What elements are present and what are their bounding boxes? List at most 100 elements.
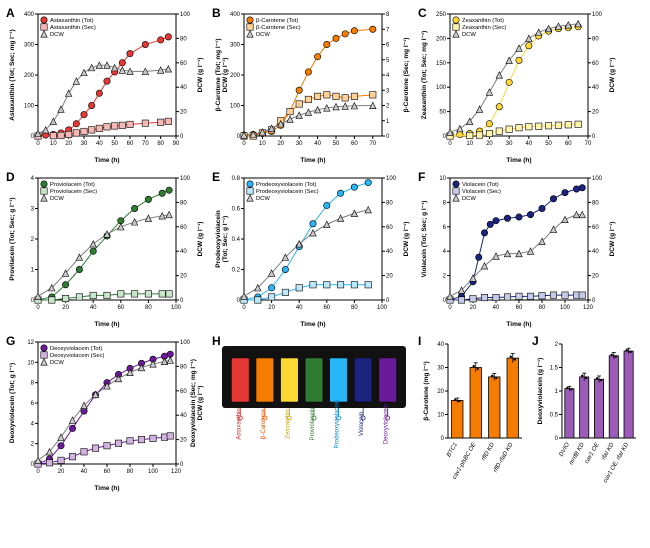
svg-text:40: 40 — [592, 249, 599, 255]
svg-text:Proviolacein: Proviolacein — [310, 408, 316, 441]
svg-text:60: 60 — [386, 225, 393, 231]
svg-text:30: 30 — [506, 141, 513, 147]
svg-text:0: 0 — [237, 298, 241, 304]
svg-text:100: 100 — [386, 176, 397, 182]
svg-text:6: 6 — [31, 401, 35, 407]
svg-text:Astaxanthin (Tot; Sec; mg l⁻¹): Astaxanthin (Tot; Sec; mg l⁻¹) — [9, 29, 16, 120]
svg-text:DVIO: DVIO — [559, 442, 572, 458]
svg-text:2: 2 — [443, 274, 447, 280]
svg-text:DCW: DCW — [462, 32, 476, 38]
svg-text:Time (h): Time (h) — [94, 157, 119, 164]
svg-text:100: 100 — [180, 12, 191, 18]
svg-text:100: 100 — [592, 176, 603, 182]
panel-letter: F — [418, 170, 425, 184]
svg-text:Proviolacein (Tot): Proviolacein (Tot) — [50, 182, 95, 188]
svg-text:400: 400 — [230, 12, 241, 18]
svg-text:Provilacein (Tot; Sec; g l⁻¹): Provilacein (Tot; Sec; g l⁻¹) — [9, 197, 16, 280]
svg-text:20: 20 — [277, 141, 284, 147]
panel-letter: A — [6, 6, 15, 20]
svg-text:0: 0 — [36, 469, 40, 475]
svg-text:Deoxyviolacein (g l⁻¹): Deoxyviolacein (g l⁻¹) — [537, 358, 544, 425]
svg-text:rffD KD: rffD KD — [481, 441, 496, 462]
svg-text:60: 60 — [565, 141, 572, 147]
svg-text:60: 60 — [127, 141, 134, 147]
svg-text:20: 20 — [486, 141, 493, 147]
svg-text:Zeaxanthin (Tot): Zeaxanthin (Tot) — [462, 18, 504, 24]
svg-text:Violacein (Tot): Violacein (Tot) — [462, 182, 499, 188]
svg-text:Deoxyviolacein (Sec; mg l⁻¹): Deoxyviolacein (Sec; mg l⁻¹) — [190, 359, 197, 447]
panel-letter: E — [212, 170, 220, 184]
svg-text:10: 10 — [437, 413, 444, 419]
svg-text:80: 80 — [157, 141, 164, 147]
panel-D: D02040608010001234020406080100Time (h)Pr… — [6, 170, 206, 330]
svg-text:20: 20 — [470, 305, 477, 311]
svg-text:80: 80 — [127, 469, 134, 475]
svg-text:60: 60 — [323, 305, 330, 311]
svg-text:0: 0 — [180, 462, 184, 468]
svg-text:40: 40 — [386, 249, 393, 255]
svg-text:40: 40 — [592, 85, 599, 91]
svg-text:rfaI KD: rfaI KD — [601, 441, 616, 461]
svg-text:20: 20 — [592, 274, 599, 280]
svg-text:Zeaxanthin (Tot; Sec; mg l⁻¹): Zeaxanthin (Tot; Sec; mg l⁻¹) — [421, 31, 428, 120]
svg-text:20: 20 — [386, 274, 393, 280]
svg-text:80: 80 — [180, 200, 187, 206]
svg-text:2: 2 — [31, 442, 35, 448]
svg-text:20: 20 — [58, 469, 65, 475]
svg-text:β-Carotene (Sec; mg l⁻¹): β-Carotene (Sec; mg l⁻¹) — [403, 38, 410, 113]
svg-text:Prodeoxyviolacein: Prodeoxyviolacein — [335, 400, 341, 449]
svg-text:0: 0 — [386, 298, 390, 304]
svg-text:Astaxanthin: Astaxanthin — [236, 408, 242, 439]
svg-text:80: 80 — [180, 364, 187, 370]
panel-F: F0204060801001200246810020406080100Time … — [418, 170, 618, 330]
svg-text:2: 2 — [555, 342, 559, 348]
svg-text:DCW (g l⁻¹): DCW (g l⁻¹) — [197, 222, 204, 257]
svg-text:60: 60 — [351, 141, 358, 147]
panel-J: J00.511.52Deoxyviolacein (g l⁻¹)DVIOmrdB… — [532, 334, 642, 494]
svg-text:DCW (g l⁻¹): DCW (g l⁻¹) — [403, 222, 410, 257]
svg-text:8: 8 — [31, 381, 35, 387]
svg-text:1: 1 — [31, 268, 35, 274]
svg-text:20: 20 — [62, 305, 69, 311]
svg-text:60: 60 — [180, 225, 187, 231]
svg-text:β-Carotene: β-Carotene — [261, 408, 267, 439]
svg-text:60: 60 — [592, 61, 599, 67]
svg-text:3: 3 — [31, 207, 35, 213]
svg-text:40: 40 — [296, 305, 303, 311]
svg-text:0.4: 0.4 — [232, 237, 241, 243]
svg-text:0: 0 — [555, 436, 559, 442]
svg-text:120: 120 — [171, 469, 182, 475]
panel-E: E02040608010000.20.40.60.8020406080100Ti… — [212, 170, 412, 330]
svg-text:100: 100 — [560, 305, 571, 311]
svg-text:Time (h): Time (h) — [94, 485, 119, 492]
svg-text:70: 70 — [585, 141, 592, 147]
svg-text:6: 6 — [386, 43, 390, 49]
svg-text:60: 60 — [592, 225, 599, 231]
svg-text:1: 1 — [386, 119, 390, 125]
svg-text:120: 120 — [583, 305, 594, 311]
svg-text:0.5: 0.5 — [550, 413, 559, 419]
panel-letter: J — [532, 334, 539, 348]
svg-text:50: 50 — [545, 141, 552, 147]
svg-text:0: 0 — [242, 141, 246, 147]
svg-text:20: 20 — [180, 110, 187, 116]
svg-text:DCW: DCW — [50, 196, 64, 202]
svg-text:8: 8 — [386, 12, 390, 18]
svg-text:0.6: 0.6 — [232, 207, 241, 213]
svg-text:100: 100 — [180, 176, 191, 182]
panel-C: C010203040506070050100150200250020406080… — [418, 6, 618, 166]
svg-text:40: 40 — [90, 305, 97, 311]
svg-text:Deoxyviolacein (Tot): Deoxyviolacein (Tot) — [50, 346, 102, 352]
svg-text:Astaxanthin (Sec): Astaxanthin (Sec) — [50, 25, 96, 31]
svg-text:80: 80 — [592, 36, 599, 42]
svg-text:60: 60 — [180, 61, 187, 67]
svg-text:β-Carotene (Tot): β-Carotene (Tot) — [256, 18, 298, 24]
svg-text:20: 20 — [180, 438, 187, 444]
panel-letter: G — [6, 334, 15, 348]
svg-text:20: 20 — [437, 389, 444, 395]
svg-text:DCW: DCW — [256, 196, 270, 202]
svg-text:40: 40 — [180, 249, 187, 255]
svg-text:Deoxyviolacein: Deoxyviolacein — [384, 404, 390, 444]
svg-text:0: 0 — [180, 298, 184, 304]
svg-text:Deoxyviolacein (Sec): Deoxyviolacein (Sec) — [50, 353, 105, 359]
